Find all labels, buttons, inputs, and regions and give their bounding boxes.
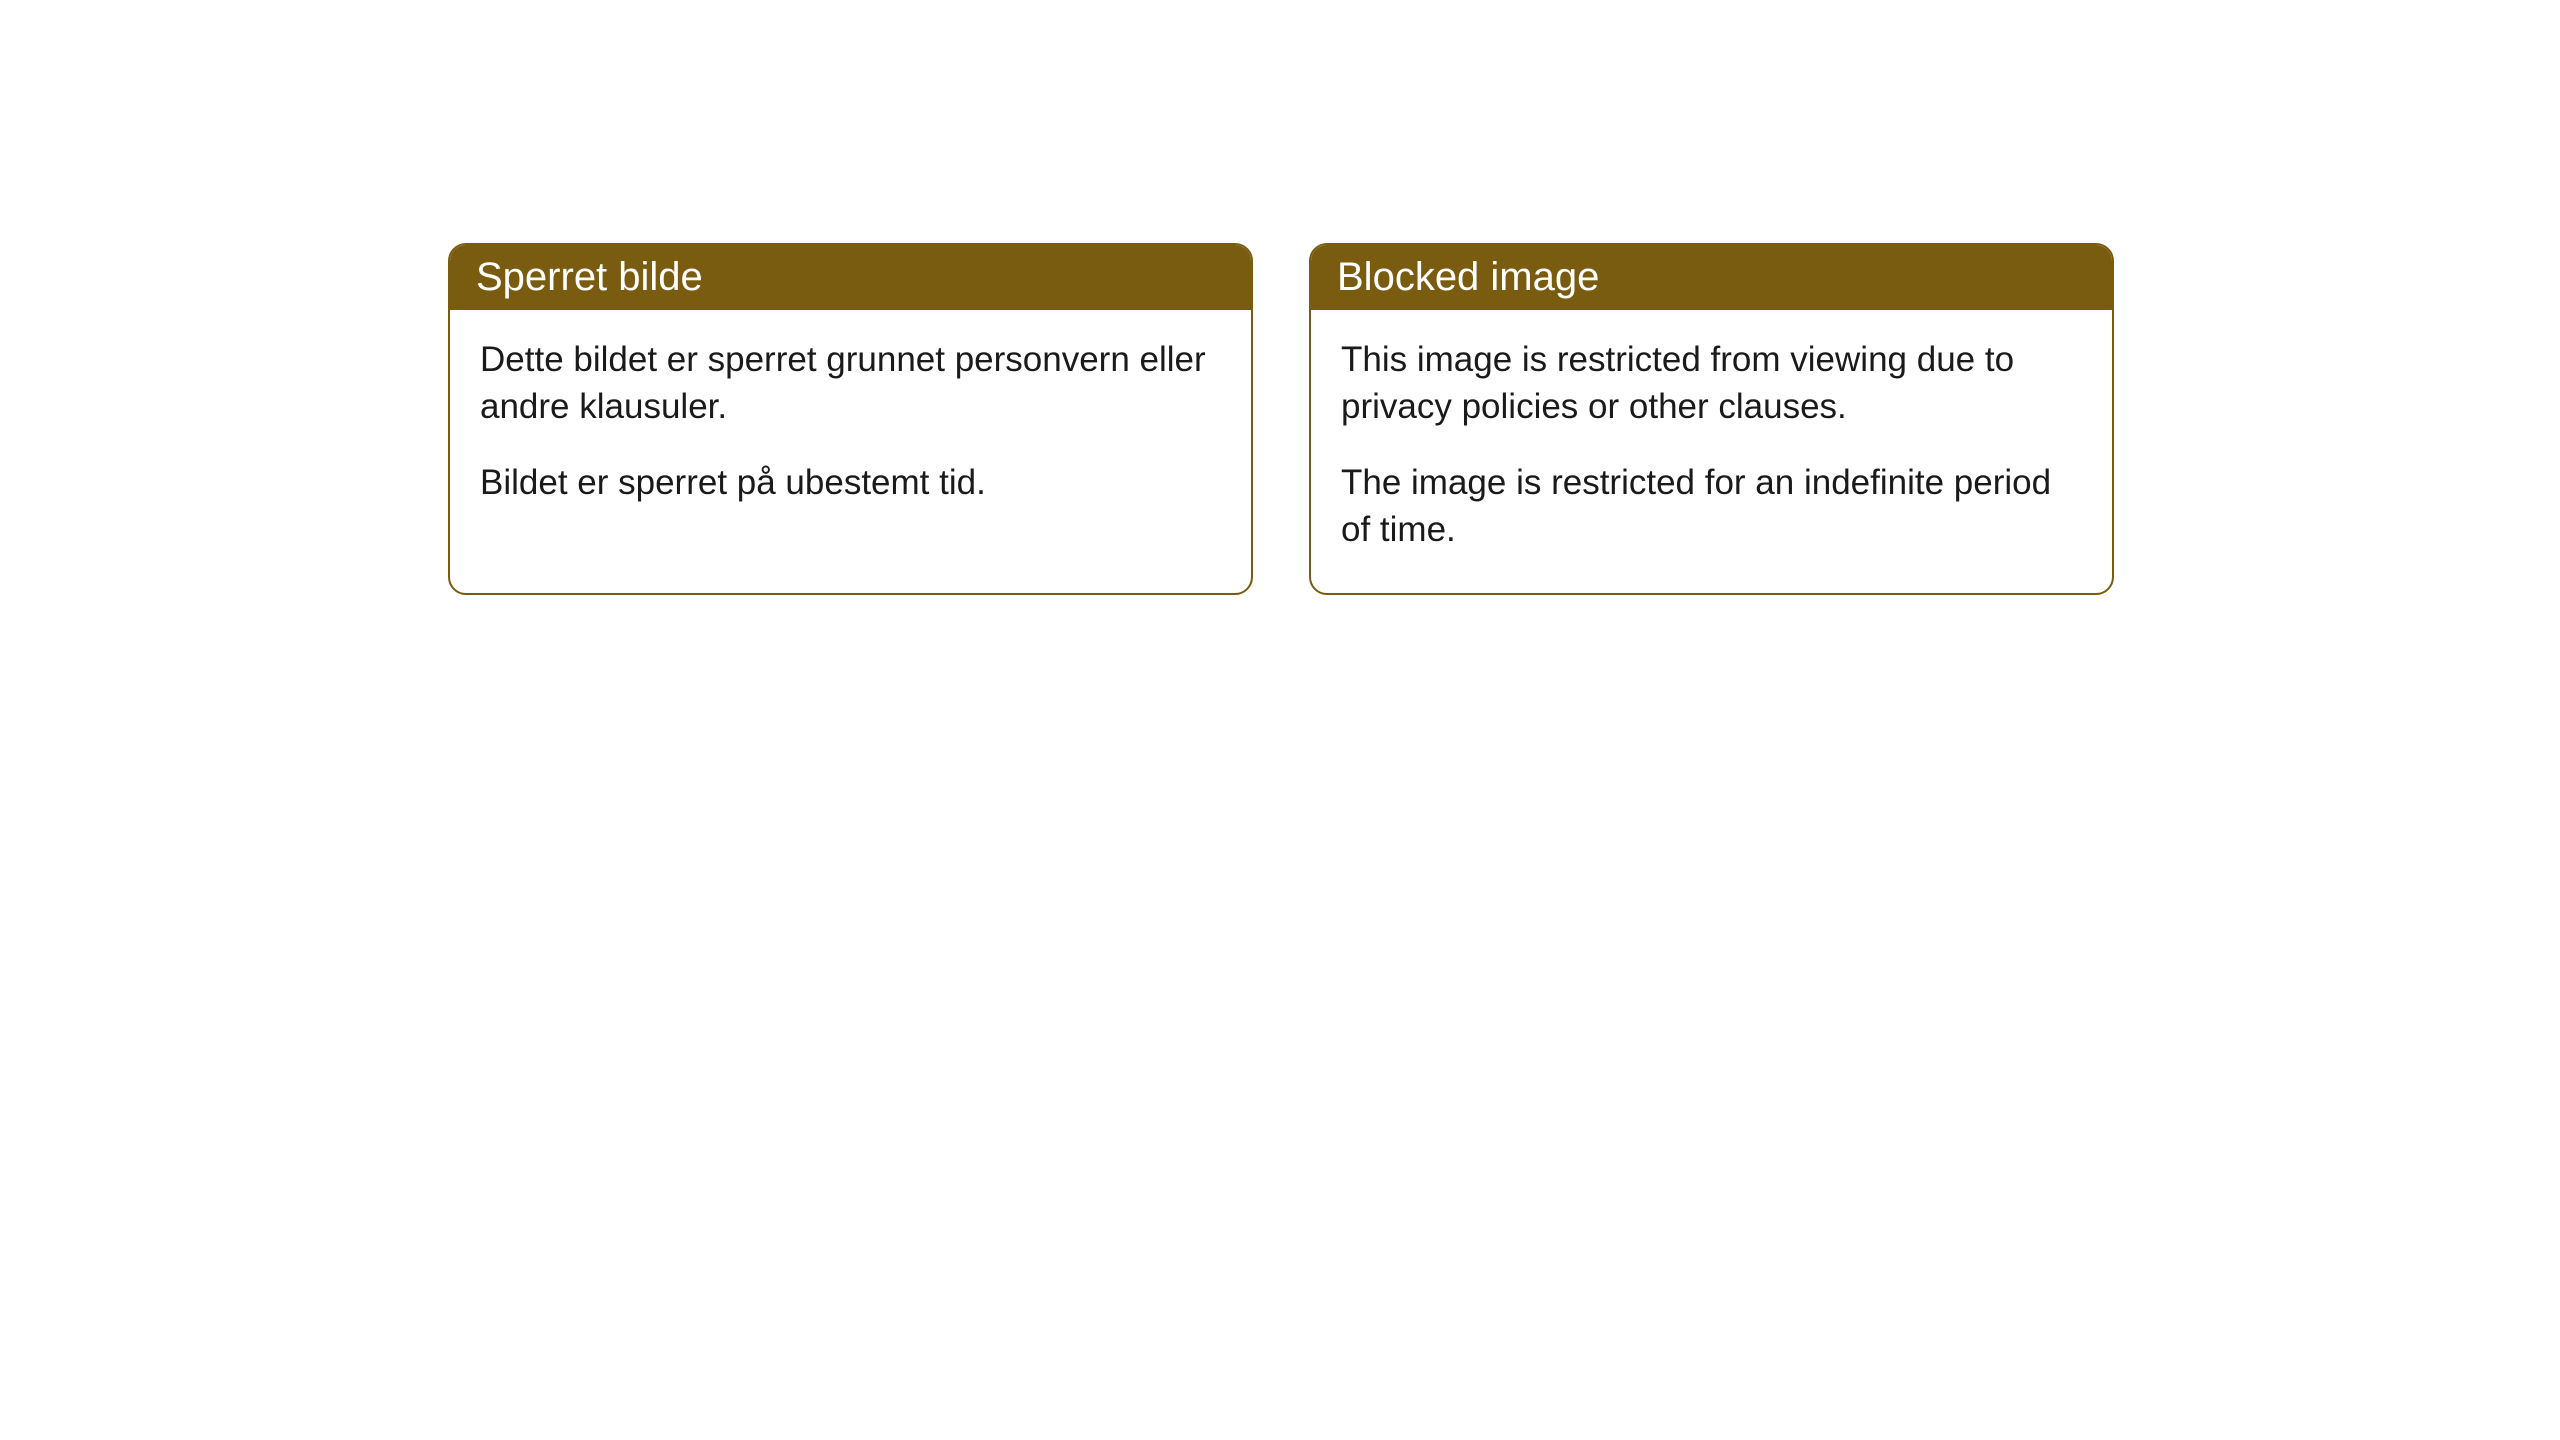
blocked-image-card-no: Sperret bilde Dette bildet er sperret gr… [448, 243, 1253, 595]
notice-cards-container: Sperret bilde Dette bildet er sperret gr… [448, 243, 2114, 595]
card-paragraph: This image is restricted from viewing du… [1341, 336, 2082, 431]
card-body: This image is restricted from viewing du… [1311, 310, 2112, 593]
card-header: Blocked image [1311, 245, 2112, 310]
card-title: Blocked image [1337, 255, 1599, 299]
card-body: Dette bildet er sperret grunnet personve… [450, 310, 1251, 546]
card-paragraph: The image is restricted for an indefinit… [1341, 459, 2082, 554]
card-header: Sperret bilde [450, 245, 1251, 310]
card-paragraph: Bildet er sperret på ubestemt tid. [480, 459, 1221, 506]
blocked-image-card-en: Blocked image This image is restricted f… [1309, 243, 2114, 595]
card-title: Sperret bilde [476, 255, 703, 299]
card-paragraph: Dette bildet er sperret grunnet personve… [480, 336, 1221, 431]
